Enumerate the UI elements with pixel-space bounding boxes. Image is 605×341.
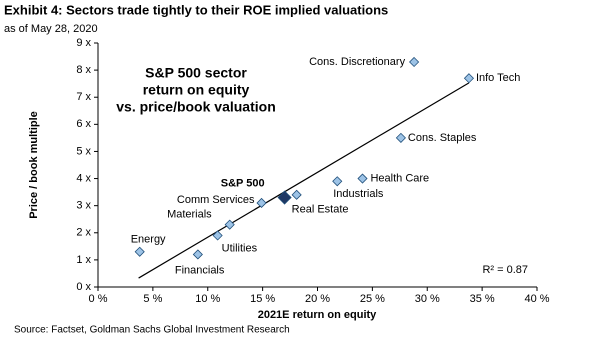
point-label: Health Care (370, 172, 429, 184)
x-tick-label: 0 % (89, 293, 108, 305)
point-label: Comm Services (177, 194, 255, 206)
x-axis-label: 2021E return on equity (258, 309, 377, 321)
y-tick-label: 1 x (76, 254, 91, 266)
point (463, 73, 475, 84)
point-label: Financials (175, 264, 225, 276)
x-tick-label: 40 % (524, 293, 549, 305)
y-tick-label: 3 x (76, 200, 91, 212)
y-tick-label: 0 x (76, 281, 91, 293)
y-axis-label: Price / book multiple (28, 111, 40, 219)
point-label: Real Estate (292, 204, 349, 216)
point-label: S&P 500 (221, 177, 265, 189)
point (332, 176, 343, 187)
point (212, 230, 223, 241)
y-tick-label: 2 x (76, 227, 91, 239)
point-label: Materials (167, 209, 212, 221)
point-label: Info Tech (476, 72, 520, 84)
x-tick-label: 5 % (143, 293, 162, 305)
y-tick-label: 7 x (76, 91, 91, 103)
inset-title: return on equity (143, 82, 250, 98)
x-tick-label: 35 % (470, 293, 495, 305)
y-tick-label: 5 x (76, 145, 91, 157)
point (192, 249, 203, 260)
chart-title: Exhibit 4: Sectors trade tightly to thei… (4, 2, 388, 17)
point (291, 189, 302, 200)
point (277, 190, 292, 205)
x-tick-label: 20 % (305, 293, 330, 305)
point (256, 197, 267, 209)
point-label: Cons. Staples (408, 132, 477, 144)
point-label: Utilities (222, 242, 258, 254)
chart-subtitle: as of May 28, 2020 (4, 23, 98, 35)
y-tick-label: 9 x (76, 37, 91, 49)
x-tick-label: 10 % (195, 293, 220, 305)
point-label: Cons. Discretionary (309, 56, 405, 68)
point (409, 56, 420, 68)
x-tick-label: 30 % (415, 293, 440, 305)
y-tick-label: 4 x (76, 172, 91, 184)
x-tick-label: 25 % (360, 293, 385, 305)
source-note: Source: Factset, Goldman Sachs Global In… (14, 325, 290, 336)
inset-title: S&P 500 sector (145, 65, 247, 81)
x-tick-label: 15 % (250, 293, 275, 305)
r-squared: R² = 0.87 (482, 264, 528, 276)
y-tick-label: 6 x (76, 118, 91, 130)
point-label: Industrials (333, 188, 384, 200)
trendline (138, 82, 470, 279)
point (224, 219, 235, 230)
point (395, 132, 406, 143)
point (134, 246, 145, 257)
inset-title: vs. price/book valuation (116, 99, 276, 115)
y-tick-label: 8 x (76, 64, 91, 76)
point (357, 173, 368, 184)
point-label: Energy (131, 234, 166, 246)
